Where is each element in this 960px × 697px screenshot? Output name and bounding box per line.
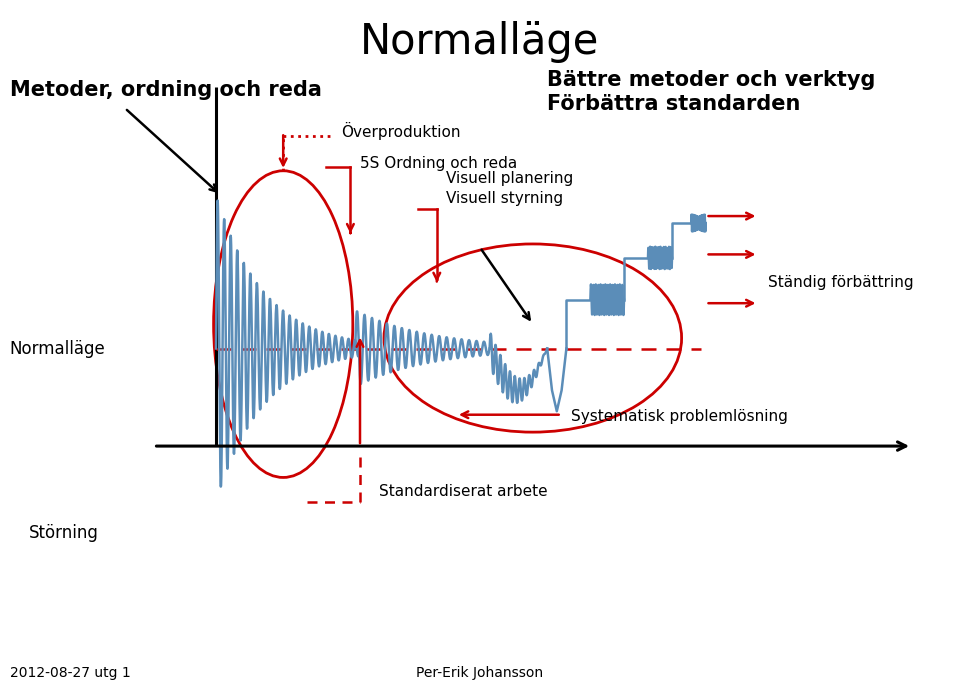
Text: Normalläge: Normalläge xyxy=(10,339,106,358)
Text: Standardiserat arbete: Standardiserat arbete xyxy=(379,484,548,499)
Text: Per-Erik Johansson: Per-Erik Johansson xyxy=(417,666,543,680)
Text: 5S Ordning och reda: 5S Ordning och reda xyxy=(360,156,517,171)
Text: Normalläge: Normalläge xyxy=(360,21,600,63)
Text: Bättre metoder och verktyg
Förbättra standarden: Bättre metoder och verktyg Förbättra sta… xyxy=(547,70,876,114)
Text: Metoder, ordning och reda: Metoder, ordning och reda xyxy=(10,80,322,100)
Text: Överproduktion: Överproduktion xyxy=(341,122,460,140)
Text: Systematisk problemlösning: Systematisk problemlösning xyxy=(571,408,788,424)
Text: Ständig förbättring: Ständig förbättring xyxy=(768,275,914,290)
Text: 2012-08-27 utg 1: 2012-08-27 utg 1 xyxy=(10,666,131,680)
Text: Visuell planering
Visuell styrning: Visuell planering Visuell styrning xyxy=(446,171,574,206)
Text: Störning: Störning xyxy=(29,524,99,542)
